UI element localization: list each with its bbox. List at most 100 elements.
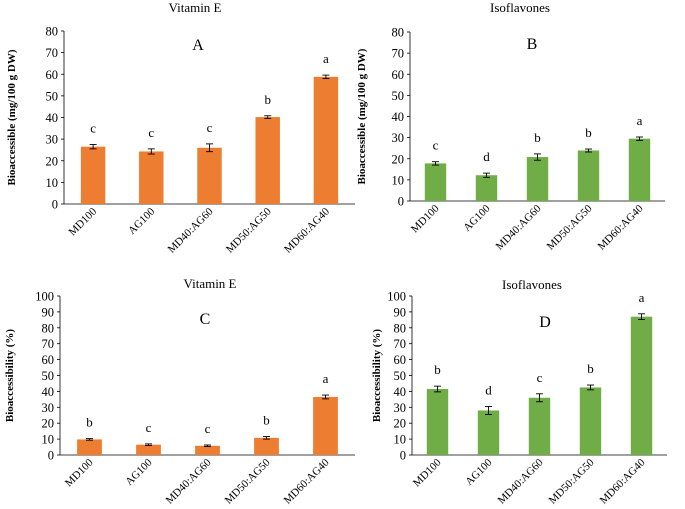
y-tick-label: 10 (394, 433, 407, 447)
y-tick-label: 80 (46, 25, 59, 39)
significance-letter: c (205, 421, 211, 436)
significance-letter: d (483, 149, 490, 164)
y-tick-label: 20 (394, 417, 407, 431)
x-tick-label: MD60:AG40 (282, 205, 332, 255)
x-tick-label: AG100 (126, 205, 158, 237)
y-axis-label: Bioaccessible (mg/100 g DW) (6, 49, 18, 185)
y-tick-label: 0 (398, 195, 404, 209)
bar (424, 163, 447, 201)
x-tick-label: MD50:AG50 (545, 202, 595, 252)
y-tick-label: 40 (394, 385, 407, 399)
y-tick-label: 0 (400, 449, 406, 463)
y-tick-label: 70 (394, 337, 407, 351)
x-tick-label: MD40:AG60 (494, 202, 544, 252)
x-tick-label: MD100 (409, 202, 442, 235)
significance-letter: b (587, 361, 594, 376)
bar (477, 410, 500, 455)
chart-panel-a: Vitamin E A 0 10 20 30 40 50 60 70 80 Bioaccessible… (6, 0, 355, 256)
x-tick-label: MD40:AG60 (496, 456, 546, 506)
chart-title: Isoflavones (490, 0, 550, 15)
x-tick-label: MD50:AG50 (547, 456, 597, 506)
bar (136, 444, 161, 455)
y-tick-label: 0 (52, 198, 58, 212)
chart-title: Isoflavones (502, 277, 562, 292)
significance-letter: a (323, 371, 329, 386)
significance-letter: b (434, 362, 441, 377)
significance-letter: c (90, 121, 96, 136)
x-tick-label: MD100 (67, 205, 100, 238)
x-tick-label: AG100 (461, 202, 493, 234)
x-tick-label: AG100 (463, 456, 495, 488)
significance-letter: c (433, 138, 439, 153)
chart-title: Vitamin E (168, 0, 221, 15)
y-tick-label: 30 (42, 401, 55, 415)
y-axis-label: Bioaccessibility (%) (371, 329, 383, 423)
bar (426, 389, 449, 455)
y-tick-label: 100 (387, 290, 406, 304)
y-tick-label: 30 (394, 401, 407, 415)
y-tick-label: 10 (46, 176, 59, 190)
y-tick-label: 60 (42, 353, 55, 367)
bar (195, 445, 220, 455)
panel-label: D (539, 314, 551, 331)
y-tick-label: 70 (42, 337, 55, 351)
significance-letter: b (264, 92, 271, 107)
significance-letter: b (585, 125, 592, 140)
y-tick-label: 50 (42, 369, 55, 383)
x-tick-label: MD60:AG40 (598, 456, 648, 506)
y-tick-label: 70 (392, 47, 405, 61)
bar (579, 387, 602, 455)
bar (577, 150, 600, 201)
significance-letter: c (207, 120, 213, 135)
x-tick-label: MD50:AG50 (224, 205, 274, 255)
bar (313, 396, 338, 455)
bar (630, 316, 653, 455)
y-tick-label: 20 (42, 417, 55, 431)
panel-label: C (200, 311, 211, 328)
significance-letter: d (485, 383, 492, 398)
y-tick-label: 40 (46, 111, 59, 125)
significance-letter: a (639, 290, 645, 305)
significance-letter: b (263, 413, 270, 428)
y-axis-label: Bioaccessibility (%) (4, 329, 16, 423)
bar (628, 138, 651, 201)
y-tick-label: 10 (42, 433, 55, 447)
y-tick-label: 30 (46, 133, 59, 147)
y-tick-label: 0 (48, 449, 54, 463)
y-tick-label: 80 (392, 26, 405, 40)
y-tick-label: 40 (392, 110, 405, 124)
x-tick-label: MD40:AG60 (164, 456, 214, 506)
bar (255, 117, 280, 204)
x-tick-label: MD40:AG60 (166, 205, 216, 255)
chart-panel-b: Isoflavones B 0 10 20 30 40 50 60 70 80 Bioaccessib… (356, 0, 665, 253)
bar (139, 151, 164, 204)
y-tick-label: 60 (46, 68, 59, 82)
significance-letter: c (148, 125, 154, 140)
y-tick-label: 50 (392, 89, 405, 103)
y-tick-label: 20 (46, 154, 59, 168)
x-tick-label: MD60:AG40 (596, 202, 646, 252)
significance-letter: c (146, 420, 152, 435)
significance-letter: a (637, 113, 643, 128)
bar (77, 439, 102, 455)
panel-label: A (192, 37, 204, 54)
significance-letter: a (323, 51, 329, 66)
y-tick-label: 90 (42, 305, 55, 319)
bar (254, 437, 279, 455)
significance-letter: b (86, 415, 93, 430)
y-tick-label: 50 (394, 369, 407, 383)
y-tick-label: 80 (394, 321, 407, 335)
significance-letter: c (537, 370, 543, 385)
y-tick-label: 20 (392, 152, 405, 166)
panel-label: B (527, 36, 538, 53)
chart-title: Vitamin E (183, 276, 236, 291)
y-tick-label: 30 (392, 131, 405, 145)
bar (80, 146, 106, 204)
y-tick-label: 100 (35, 290, 54, 304)
significance-letter: b (534, 130, 541, 145)
y-tick-label: 70 (46, 46, 59, 60)
y-axis-label: Bioaccessible (mg/100 g DW) (356, 48, 368, 184)
